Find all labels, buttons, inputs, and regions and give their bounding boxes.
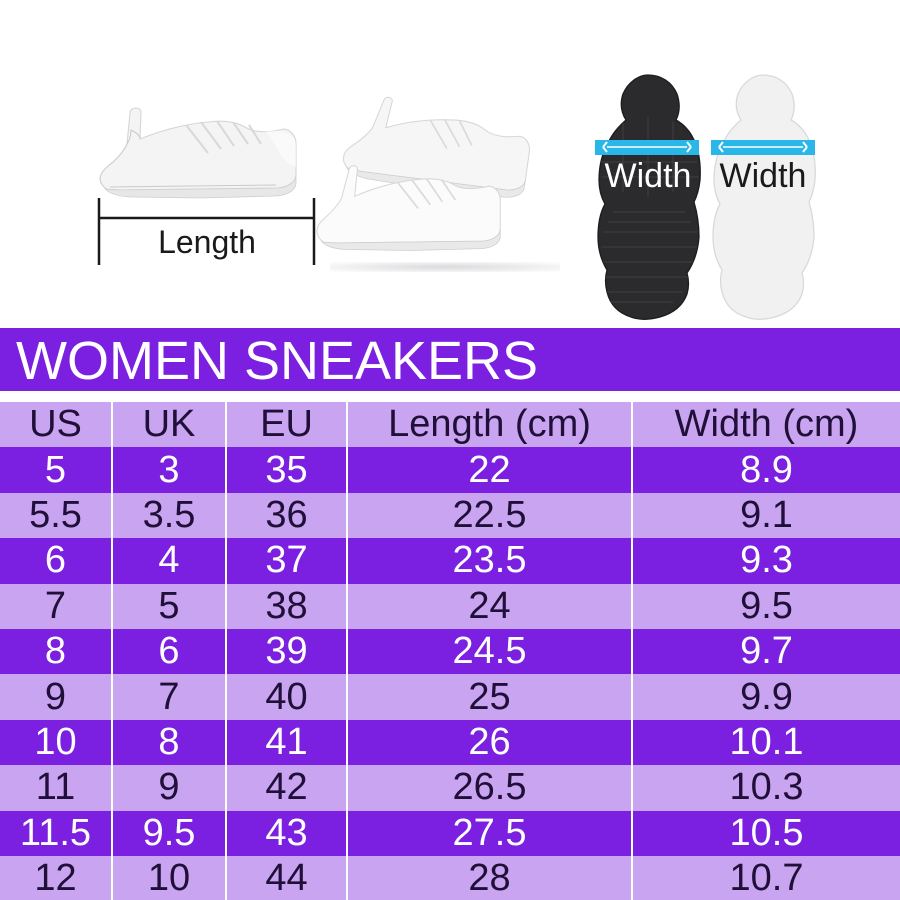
svg-text:Width: Width [720,157,807,195]
svg-text:Width: Width [605,157,692,195]
